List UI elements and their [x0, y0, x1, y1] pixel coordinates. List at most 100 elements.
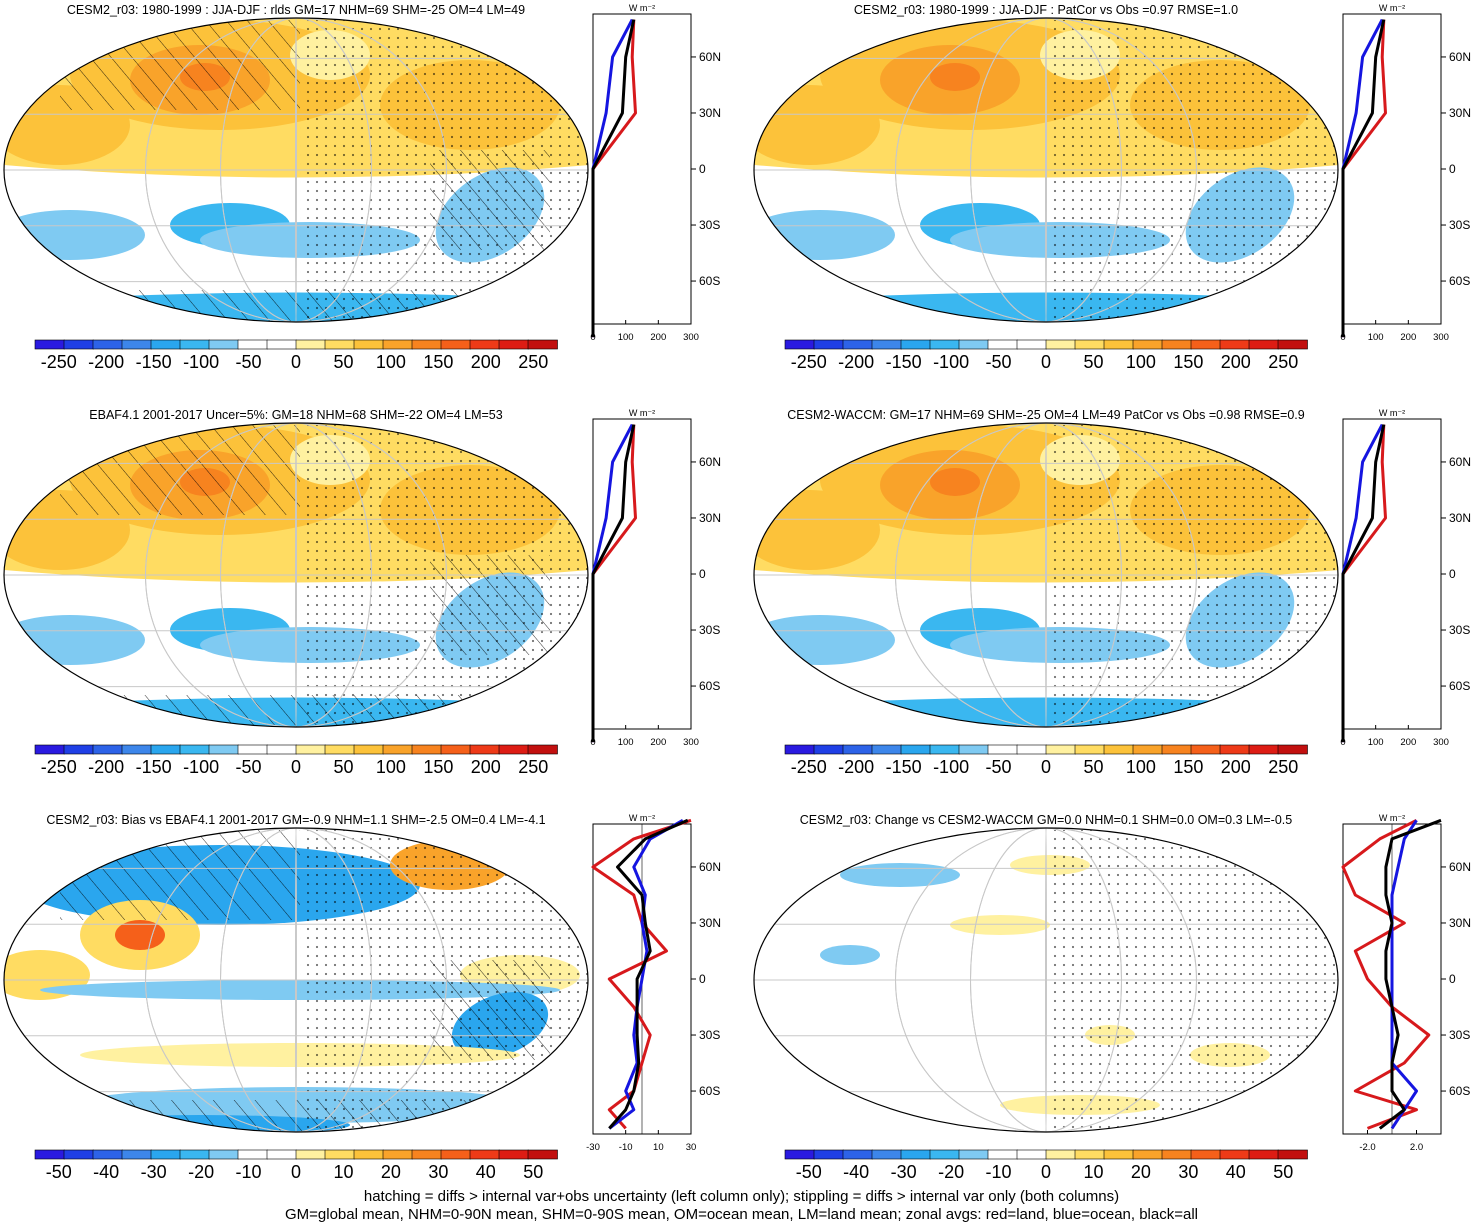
colorbar-label: -10 — [236, 1162, 262, 1182]
colorbar-label: 100 — [1126, 757, 1156, 777]
colorbar-label: 0 — [291, 757, 301, 777]
panel-2: CESM2_r03: 1980-1999 : JJA-DJF : PatCor … — [753, 3, 1471, 372]
colorbar-label: -20 — [188, 1162, 214, 1182]
panel-5: CESM2_r03: Bias vs EBAF4.1 2001-2017 GM=… — [3, 813, 721, 1182]
colorbar-label: 50 — [333, 757, 353, 777]
colorbar-label: 0 — [1041, 757, 1051, 777]
zonal-lat-label: 30S — [699, 623, 720, 637]
zonal-x-label: 10 — [653, 1142, 664, 1153]
colorbar-swatch — [1132, 744, 1163, 755]
colorbar-swatch — [121, 744, 152, 755]
zonal-x-label: -10 — [619, 1142, 633, 1153]
colorbar-swatch — [150, 744, 181, 755]
colorbar-swatch — [34, 339, 65, 350]
colorbar-label: 150 — [1173, 757, 1203, 777]
zonal-lat-label: 30S — [699, 1028, 720, 1042]
zonal-panel: W m⁻² 60N 30N 0 30S 60S 0 100 200 300 — [590, 3, 721, 343]
colorbar-swatch — [150, 339, 181, 350]
colorbar-swatch — [1219, 339, 1250, 350]
colorbar-swatch — [440, 744, 471, 755]
colorbar-label: 50 — [1083, 352, 1103, 372]
colorbar-swatch — [871, 1149, 902, 1160]
atlantic-warm — [754, 490, 880, 570]
graticule-lon — [895, 828, 1197, 1132]
zonal-panel: W m⁻² 60N 30N 0 30S 60S 0 100 200 300 — [590, 408, 721, 748]
colorbar-label: 200 — [1221, 352, 1251, 372]
colorbar-swatch — [958, 339, 989, 350]
colorbar-swatch — [1277, 1149, 1308, 1160]
zonal-lat-label: 0 — [699, 162, 706, 176]
zonal-lat-label: 60S — [699, 274, 720, 288]
colorbar-label: -150 — [886, 352, 922, 372]
colorbar-swatch — [237, 744, 268, 755]
colorbar-label: -40 — [93, 1162, 119, 1182]
change-blue-2 — [820, 945, 880, 965]
colorbar-label: 200 — [1221, 757, 1251, 777]
colorbar-swatch — [1103, 1149, 1134, 1160]
colorbar-label: 20 — [381, 1162, 401, 1182]
colorbar-swatch — [440, 1149, 471, 1160]
colorbar-label: -250 — [791, 352, 827, 372]
zonal-x-label: 0 — [1340, 737, 1345, 748]
zonal-lat-label: 30N — [699, 106, 721, 120]
zonal-panel: W m⁻² 60N 30N 0 30S 60S 0 100 200 300 — [1340, 408, 1471, 748]
map-fill — [754, 423, 1338, 727]
colorbar-swatch — [1132, 339, 1163, 350]
graticule-lon — [970, 18, 1122, 322]
zonal-lat-label: 30N — [1449, 511, 1471, 525]
zonal-x-label: 200 — [650, 737, 666, 748]
colorbar-swatch — [469, 339, 500, 350]
colorbar-swatch — [1190, 744, 1221, 755]
colorbar-swatch — [92, 1149, 123, 1160]
colorbar-swatch — [1045, 1149, 1076, 1160]
zonal-lat-label: 60N — [1449, 455, 1471, 469]
colorbar-swatch — [63, 744, 94, 755]
zonal-x-label: 100 — [618, 737, 634, 748]
zonal-lat-label: 30N — [1449, 106, 1471, 120]
colorbar-swatch — [987, 744, 1018, 755]
graticule-lon — [895, 18, 1197, 322]
colorbar-swatch — [1103, 744, 1134, 755]
zonal-lat-label: 0 — [1449, 162, 1456, 176]
change-blue-1 — [840, 863, 960, 887]
colorbar-swatch — [208, 339, 239, 350]
zonal-x-label: 300 — [683, 737, 699, 748]
zonal-panel: W m⁻² 60N 30N 0 30S 60S -2.0 2.0 — [1341, 813, 1471, 1153]
colorbar-label: 30 — [1178, 1162, 1198, 1182]
colorbar-swatch — [900, 1149, 931, 1160]
colorbar-swatch — [1074, 744, 1105, 755]
colorbar-swatch — [1045, 339, 1076, 350]
hatching-north — [60, 425, 300, 515]
land-curve — [1341, 818, 1431, 1130]
colorbar-swatch — [353, 339, 384, 350]
zonal-lat-label: 60S — [1449, 679, 1470, 693]
nh-band-peak — [930, 63, 980, 91]
map-border — [753, 17, 1339, 323]
colorbar-swatch — [63, 1149, 94, 1160]
panel-title: CESM2_r03: 1980-1999 : JJA-DJF : PatCor … — [854, 3, 1238, 17]
zonal-x-label: 2.0 — [1410, 1142, 1423, 1153]
graticule-lon — [895, 423, 1197, 727]
africa-blue — [4, 615, 145, 665]
colorbar-label: 10 — [333, 1162, 353, 1182]
hatching-samerica — [430, 150, 550, 250]
zonal-lat-label: 30N — [699, 916, 721, 930]
graticule-lon — [220, 828, 372, 1132]
colorbar-swatch — [1277, 744, 1308, 755]
colorbar-label: -50 — [236, 352, 262, 372]
zonal-x-label: 0 — [1340, 332, 1345, 343]
colorbar-swatch — [1161, 744, 1192, 755]
colorbar-label: -50 — [986, 757, 1012, 777]
zonal-lat-label: 0 — [1449, 567, 1456, 581]
colorbar-swatch — [1161, 339, 1192, 350]
colorbar-label: 100 — [376, 352, 406, 372]
colorbar-swatch — [411, 1149, 442, 1160]
zonal-x-label: 0 — [590, 737, 595, 748]
colorbar-label: -100 — [933, 757, 969, 777]
map-border — [3, 17, 589, 323]
atlantic-warm — [754, 85, 880, 165]
all-curve — [1378, 818, 1442, 1130]
colorbar-label: 50 — [333, 352, 353, 372]
hatching-south — [40, 695, 540, 727]
colorbar-swatch — [1219, 1149, 1250, 1160]
